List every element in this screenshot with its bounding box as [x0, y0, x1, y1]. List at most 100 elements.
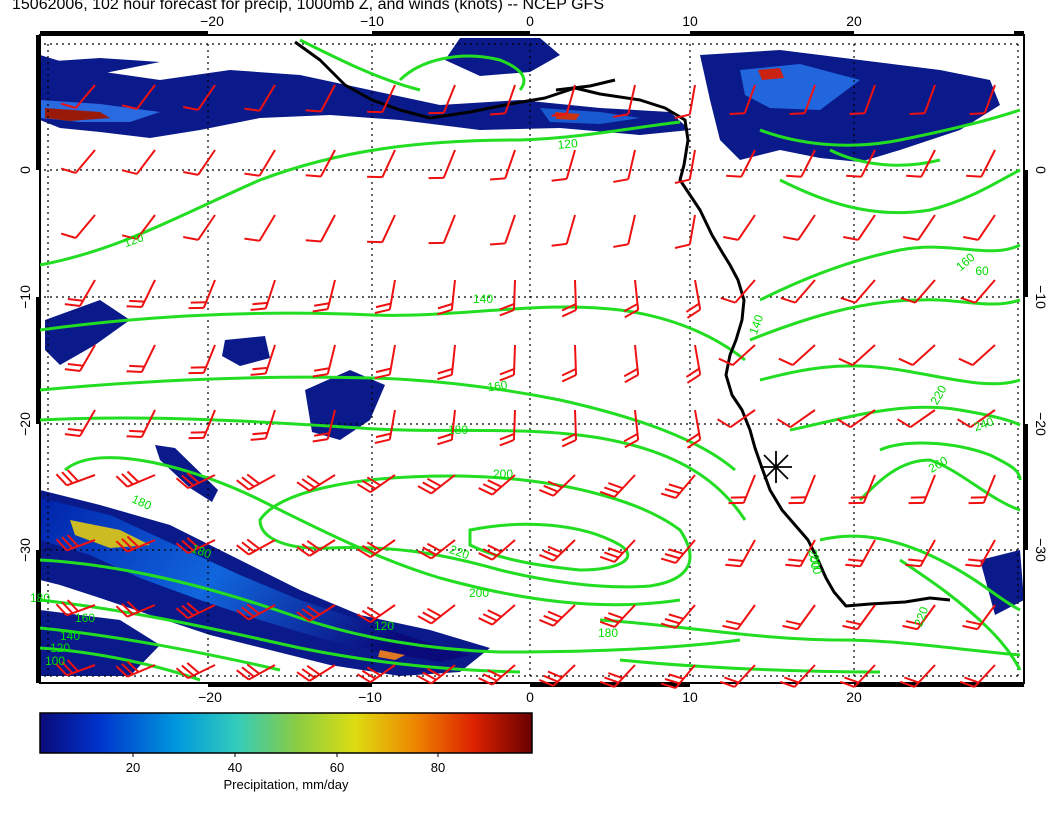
wind-barb	[121, 214, 156, 240]
wind-barb	[175, 602, 216, 620]
wind-barb	[788, 474, 816, 505]
contour-label: 200	[469, 586, 489, 600]
wind-barb	[478, 474, 516, 496]
wind-barb	[623, 344, 640, 384]
wind-barb	[902, 604, 936, 631]
wind-barb	[840, 279, 876, 304]
wind-barb	[115, 660, 156, 678]
wind-barb	[183, 149, 216, 176]
wind-barb	[428, 214, 456, 245]
colorbar-tick: 40	[228, 760, 242, 775]
wind-barb	[367, 149, 396, 179]
contour-label: 220	[911, 605, 931, 629]
precip-patch	[445, 38, 560, 76]
wind-barb	[786, 149, 816, 178]
wind-barb	[842, 604, 876, 631]
wind-barb	[903, 214, 936, 241]
wind-barb	[843, 214, 876, 241]
wind-barb	[478, 539, 516, 561]
wind-barb	[960, 279, 996, 304]
wind-barb	[551, 149, 576, 182]
wind-barb	[296, 474, 336, 492]
lon-tick-bottom: −10	[358, 689, 382, 705]
wind-barb	[785, 539, 816, 568]
wind-barb	[898, 344, 936, 366]
lat-tick-right: −30	[1033, 538, 1049, 562]
wind-barb	[551, 214, 576, 247]
wind-barb	[908, 474, 936, 505]
wind-barb	[305, 149, 336, 178]
wind-barb	[478, 604, 516, 626]
lon-tick-bottom: 10	[682, 689, 698, 705]
contour-label: 180	[30, 591, 50, 605]
wind-barb	[417, 664, 456, 685]
wind-barb	[188, 409, 216, 440]
contour-label: 260	[926, 453, 951, 475]
contour-label: 120	[50, 641, 70, 655]
wind-barb	[962, 604, 996, 631]
precip-patch	[45, 300, 130, 365]
coastline	[294, 40, 951, 608]
wind-barb	[250, 344, 276, 376]
wind-barb	[613, 214, 636, 248]
wind-barb	[64, 279, 96, 307]
wind-barb	[115, 535, 156, 553]
wind-barb	[906, 149, 936, 178]
contour-label: 200	[805, 548, 822, 570]
wind-barb	[561, 409, 578, 448]
wind-barb	[674, 149, 696, 184]
wind-barb	[244, 214, 276, 242]
wind-barb	[613, 149, 636, 183]
wind-barb	[909, 84, 936, 116]
wind-barb	[478, 664, 516, 686]
wind-barb	[956, 409, 996, 429]
precip-patch	[40, 58, 160, 80]
lon-tick-top: 0	[526, 13, 534, 29]
lat-tick-right: −20	[1033, 412, 1049, 436]
graticule	[44, 43, 1020, 677]
wind-barb	[60, 84, 96, 109]
lon-tick-top: 20	[846, 13, 862, 29]
wind-barb	[899, 664, 936, 688]
wind-barb	[551, 84, 576, 117]
wind-barb	[499, 409, 516, 447]
wind-barb	[296, 664, 336, 682]
wind-barb	[374, 409, 396, 444]
wind-barb	[722, 604, 756, 631]
wind-barb	[896, 409, 936, 429]
colorbar-gradient	[39, 712, 533, 754]
axis-ticks: −20 −10 0 10 20 −20 −10 0 10 20 0 −10 −2…	[17, 13, 1049, 705]
wind-barb	[175, 662, 216, 680]
wind-barb	[437, 279, 456, 316]
contour-label: 200	[807, 553, 824, 575]
wind-barb	[126, 279, 156, 308]
wind-barb	[965, 539, 996, 568]
wind-barb	[437, 409, 456, 446]
colorbar-tick: 60	[330, 760, 344, 775]
wind-barb	[969, 84, 996, 116]
wind-barb	[417, 539, 456, 560]
wind-barb	[115, 600, 156, 618]
wind-barb	[836, 409, 876, 429]
wind-barb	[55, 469, 96, 487]
wind-barb	[126, 344, 156, 373]
wind-barb	[367, 84, 396, 114]
wind-barb	[561, 344, 578, 383]
wind-barb	[599, 539, 636, 563]
contour-label: 160	[75, 611, 95, 625]
contour-label: 240	[972, 414, 996, 434]
contour-label: 160	[953, 250, 978, 274]
wind-barbs	[55, 84, 996, 689]
wind-barb	[782, 604, 816, 631]
wind-barb	[719, 664, 756, 688]
lat-tick-left: 0	[17, 166, 33, 174]
wind-barb	[623, 409, 640, 449]
wind-barb	[244, 149, 276, 177]
wind-barb	[839, 664, 876, 688]
wind-barb	[838, 344, 876, 366]
wind-barb	[538, 474, 576, 497]
wind-barb	[660, 664, 696, 689]
contour-label: 220	[927, 383, 949, 408]
wind-barb	[729, 84, 756, 116]
